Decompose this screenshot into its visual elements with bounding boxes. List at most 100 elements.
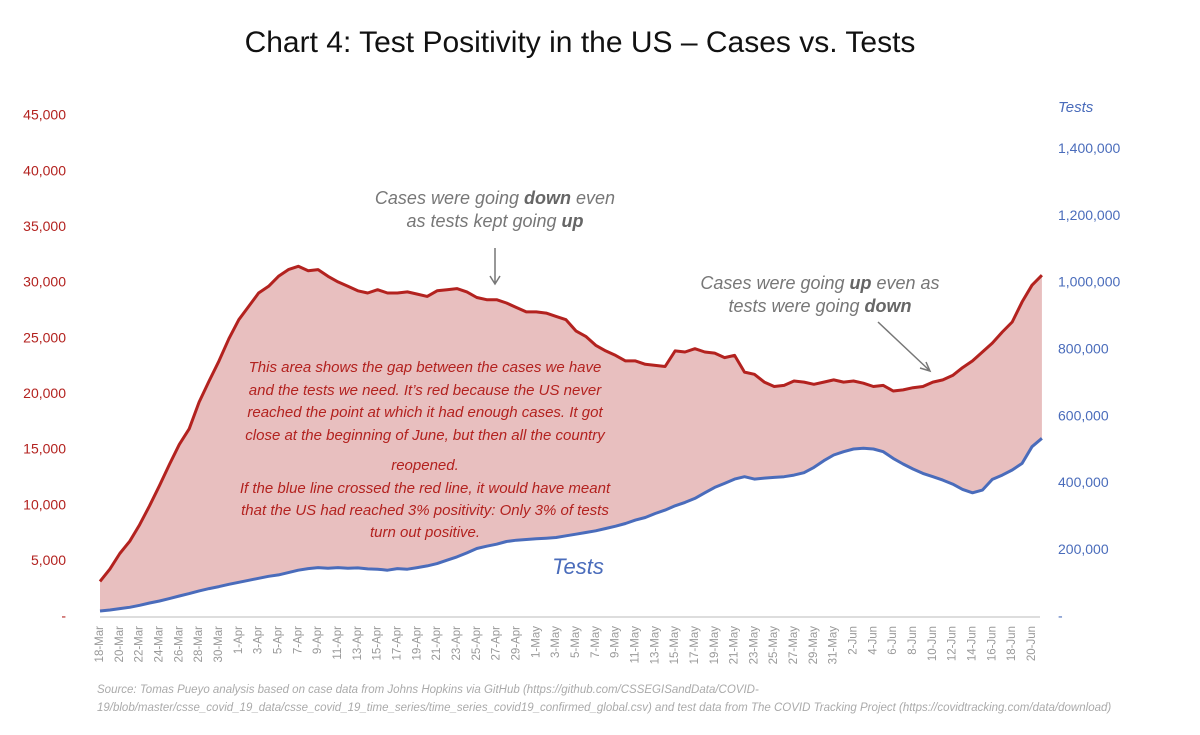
x-tick-label: 3-Apr — [253, 626, 265, 654]
y2-axis-title: Tests — [1058, 99, 1094, 116]
annotation-emphasis: down — [524, 188, 571, 208]
x-tick-label: 16-Jun — [986, 626, 998, 661]
x-tick-label: 9-Apr — [312, 626, 324, 654]
annotation-text: as tests kept going — [406, 211, 561, 231]
x-tick-label: 27-Apr — [491, 626, 503, 661]
gap-area — [100, 266, 1042, 611]
series-line — [99, 437, 1043, 613]
chart-title: Chart 4: Test Positivity in the US – Cas… — [245, 26, 916, 59]
annotation-text: reached the point at which it had enough… — [247, 404, 603, 421]
x-tick-label: 13-May — [649, 626, 661, 665]
annotation-text: This area shows the gap between the case… — [249, 359, 602, 376]
x-tick-label: 2-Jun — [848, 626, 860, 655]
x-tick-label: 8-Jun — [907, 626, 919, 655]
x-tick-label: 19-Apr — [411, 626, 423, 661]
y2-tick-label: 1,400,000 — [1058, 140, 1120, 156]
x-tick-label: 22-Mar — [134, 626, 146, 663]
y2-tick-label: 200,000 — [1058, 541, 1109, 557]
annotation: close at the beginning of June, but then… — [245, 427, 606, 444]
x-tick-label: 17-May — [689, 626, 701, 665]
y2-tick-label: 600,000 — [1058, 407, 1109, 423]
y-tick-label: 35,000 — [23, 218, 66, 234]
annotation-text: Cases were going — [700, 273, 849, 293]
y-tick-label: 20,000 — [23, 385, 66, 401]
annotation-text: If the blue line crossed the red line, i… — [240, 480, 611, 497]
x-tick-label: 21-Apr — [431, 626, 443, 661]
x-tick-label: 29-May — [808, 626, 820, 665]
y2-tick-label: 800,000 — [1058, 341, 1109, 357]
x-tick-label: 27-May — [788, 626, 800, 665]
annotation-text: close at the beginning of June, but then… — [245, 427, 606, 444]
y-tick-label: 10,000 — [23, 496, 66, 512]
annotation-text: even — [571, 188, 615, 208]
x-tick-label: 3-May — [550, 626, 562, 658]
annotation-text: that the US had reached 3% positivity: O… — [241, 502, 609, 519]
x-tick-label: 7-Apr — [292, 626, 304, 654]
annotation-emphasis: down — [865, 296, 912, 316]
series-line — [98, 264, 1043, 583]
x-tick-label: 11-May — [629, 626, 641, 664]
x-tick-label: 23-May — [748, 626, 760, 665]
arrow — [489, 248, 501, 286]
x-tick-label: 7-May — [590, 626, 602, 658]
x-tick-label: 5-Apr — [272, 626, 284, 654]
y2-tick-label: - — [1058, 608, 1063, 624]
x-tick-label: 20-Mar — [114, 626, 126, 663]
annotation: reached the point at which it had enough… — [247, 404, 603, 421]
annotation: that the US had reached 3% positivity: O… — [241, 502, 609, 519]
x-tick-label: 31-May — [828, 626, 840, 665]
annotation: reopened. — [391, 457, 459, 474]
x-tick-label: 25-May — [768, 626, 780, 665]
y-tick-label: 15,000 — [23, 441, 66, 457]
y-tick-label: 25,000 — [23, 329, 66, 345]
annotation: turn out positive. — [370, 524, 480, 541]
x-tick-label: 15-Apr — [372, 626, 384, 661]
x-tick-label: 1-Apr — [233, 626, 245, 654]
annotation-emphasis: up — [850, 273, 872, 293]
y-tick-label: 45,000 — [23, 107, 66, 123]
x-tick-label: 26-Mar — [173, 626, 185, 663]
y2-tick-label: 1,000,000 — [1058, 274, 1120, 290]
x-tick-label: 25-Apr — [471, 626, 483, 661]
annotation: and the tests we need. It’s red because … — [249, 382, 602, 399]
y-tick-label: - — [61, 608, 66, 624]
annotation-text: Cases were going — [375, 188, 524, 208]
y2-tick-label: 400,000 — [1058, 474, 1109, 490]
annotation: Cases were going down even — [375, 188, 615, 208]
arrow — [877, 321, 932, 373]
annotation: If the blue line crossed the red line, i… — [240, 480, 611, 497]
x-tick-label: 9-May — [610, 626, 622, 658]
annotation-text: even as — [872, 273, 940, 293]
x-tick-label: 14-Jun — [967, 626, 979, 661]
x-tick-label: 20-Jun — [1026, 626, 1038, 661]
x-tick-label: 5-May — [570, 626, 582, 658]
x-tick-label: 6-Jun — [887, 626, 899, 655]
y-tick-label: 5,000 — [31, 552, 66, 568]
x-tick-label: 15-May — [669, 626, 681, 665]
source-note: Source: Tomas Pueyo analysis based on ca… — [97, 684, 759, 696]
x-tick-label: 18-Jun — [1006, 626, 1018, 661]
x-tick-label: 23-Apr — [451, 626, 463, 661]
y-tick-label: 30,000 — [23, 274, 66, 290]
annotation: This area shows the gap between the case… — [249, 359, 602, 376]
series-label: Tests — [552, 554, 604, 579]
x-tick-label: 28-Mar — [193, 626, 205, 663]
x-tick-label: 24-Mar — [154, 626, 166, 663]
annotation-emphasis: up — [562, 211, 584, 231]
annotation-text: turn out positive. — [370, 524, 480, 541]
x-tick-label: 1-May — [530, 626, 542, 658]
annotation-text: tests were going — [728, 296, 864, 316]
annotation-text: and the tests we need. It’s red because … — [249, 382, 602, 399]
annotation: tests were going down — [728, 296, 911, 316]
annotation: Cases were going up even as — [700, 273, 939, 293]
x-tick-label: 13-Apr — [352, 626, 364, 661]
x-tick-label: 29-Apr — [510, 626, 522, 661]
x-tick-label: 10-Jun — [927, 626, 939, 661]
annotation-text: reopened. — [391, 457, 459, 474]
x-tick-label: 21-May — [729, 626, 741, 665]
x-tick-label: 4-Jun — [867, 626, 879, 655]
x-tick-label: 19-May — [709, 626, 721, 665]
y2-tick-label: 1,200,000 — [1058, 207, 1120, 223]
x-tick-label: 11-Apr — [332, 626, 344, 660]
